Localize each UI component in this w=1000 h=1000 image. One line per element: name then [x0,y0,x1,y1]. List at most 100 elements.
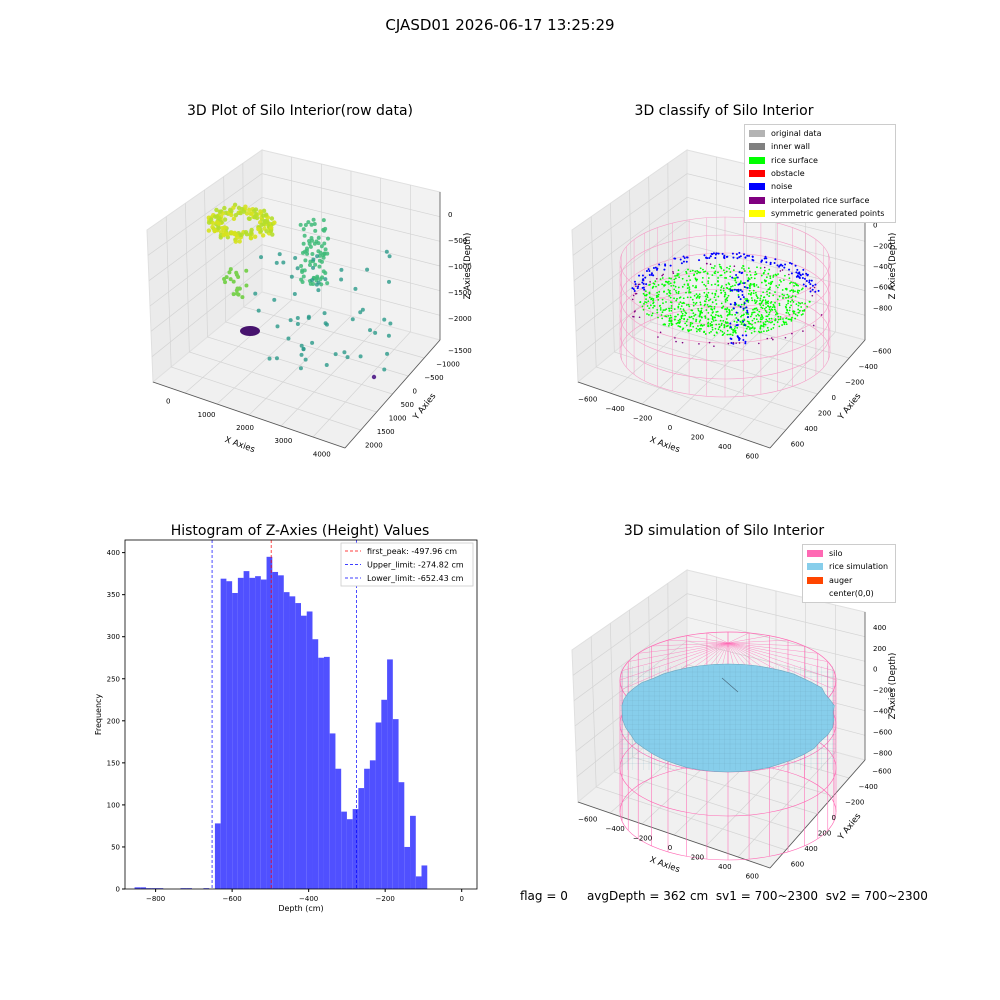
rice-surface-point [705,309,708,311]
point [228,277,233,282]
hist-bar [220,578,227,889]
interpolated-point [655,277,658,280]
noise-point [746,254,749,257]
rice-surface-point [732,328,735,331]
rice-surface-point [715,303,718,305]
rice-surface-point [756,297,759,300]
rice-surface-point [762,330,765,333]
rice-surface-point [734,313,737,316]
noise-point [698,259,701,262]
rice-surface-point [642,292,645,295]
rice-surface-point [747,267,750,270]
interpolated-point [672,272,675,275]
figure-suptitle: CJASD01 2026-06-17 13:25:29 [385,16,615,34]
rice-surface-point [788,318,791,321]
rice-surface-point [681,314,684,317]
rice-surface-point [756,309,759,311]
panel1-axes-box [146,149,441,449]
rice-surface-point [684,311,687,314]
rice-surface-point [750,276,753,279]
rice-surface-point [649,304,652,307]
rice-surface-point [768,282,770,285]
point [301,347,306,352]
rice-surface-point [747,301,750,303]
rice-surface-point [733,320,736,323]
noise-point [805,280,808,283]
rice-surface-point [706,272,709,275]
rice-surface-point [641,305,644,308]
rice-surface-point [661,317,664,320]
hist-bar [358,788,365,889]
rice-surface-point [803,309,806,312]
rice-surface-point [796,314,799,317]
rice-surface-point [686,329,689,331]
rice-surface-point [694,303,697,305]
y-tick-label: 1500 [377,428,395,436]
rice-surface-point [703,304,706,307]
rice-surface-point [715,323,718,326]
noise-point [799,274,802,277]
rice-surface-point [682,301,685,304]
rice-surface-point [697,309,700,312]
rice-surface-point [726,329,729,332]
rice-surface-point [797,289,799,292]
noise-point [682,260,685,263]
point [272,220,277,225]
rice-surface-point [697,325,699,327]
rice-surface-point [800,306,803,308]
x-tick-label: 3000 [274,437,292,445]
point [208,217,214,222]
rice-surface-point [725,283,728,286]
point [305,251,310,256]
noise-point [746,286,749,289]
rice-surface-point [668,320,671,322]
point [385,351,390,356]
rice-surface-point [797,308,800,311]
point [333,352,338,357]
y-tick-label: −1500 [448,347,472,355]
point [342,350,347,355]
rice-surface-point [661,298,664,301]
point [301,274,306,279]
y-tick-label: 600 [791,860,804,868]
legend-label: Lower_limit: -652.43 cm [367,574,464,583]
rice-surface-point [690,315,693,318]
rice-surface-point [735,331,737,334]
point [228,207,233,212]
rice-surface-point [784,305,787,308]
noise-point [788,268,791,271]
legend-label: auger [829,575,853,585]
point [303,357,308,362]
rice-surface-point [659,278,662,281]
rice-surface-point [667,280,670,283]
rice-surface-point [665,280,668,283]
rice-surface-point [710,321,713,323]
rice-surface-point [728,288,731,291]
hist-bar [186,888,192,889]
rice-surface-point [722,289,725,292]
rice-surface-point [648,292,651,295]
noise-point [806,274,809,277]
bottom-info-line: flag = 0 avgDepth = 362 cm sv1 = 700~230… [520,889,928,903]
sv1-text: sv1 = 700~2300 [715,889,819,903]
interpolated-point [634,310,636,312]
rice-surface-point [711,292,714,295]
rice-surface-point [729,271,732,273]
rice-surface-point [790,289,793,292]
rice-surface-point [748,322,750,325]
point [322,241,327,246]
point [231,216,237,222]
rice-surface-point [778,325,781,328]
rice-surface-point [695,285,697,287]
rice-surface-point [711,328,714,331]
x-tick-label: −200 [376,895,395,903]
point [365,267,370,272]
noise-point [737,337,740,340]
rice-surface-point [707,318,710,321]
noise-point [730,338,733,341]
rice-surface-point [754,273,756,276]
rice-surface-point [717,277,719,279]
x-axis-label: X Axies [223,435,256,455]
rice-surface-point [797,284,800,287]
rice-surface-point [794,282,796,285]
